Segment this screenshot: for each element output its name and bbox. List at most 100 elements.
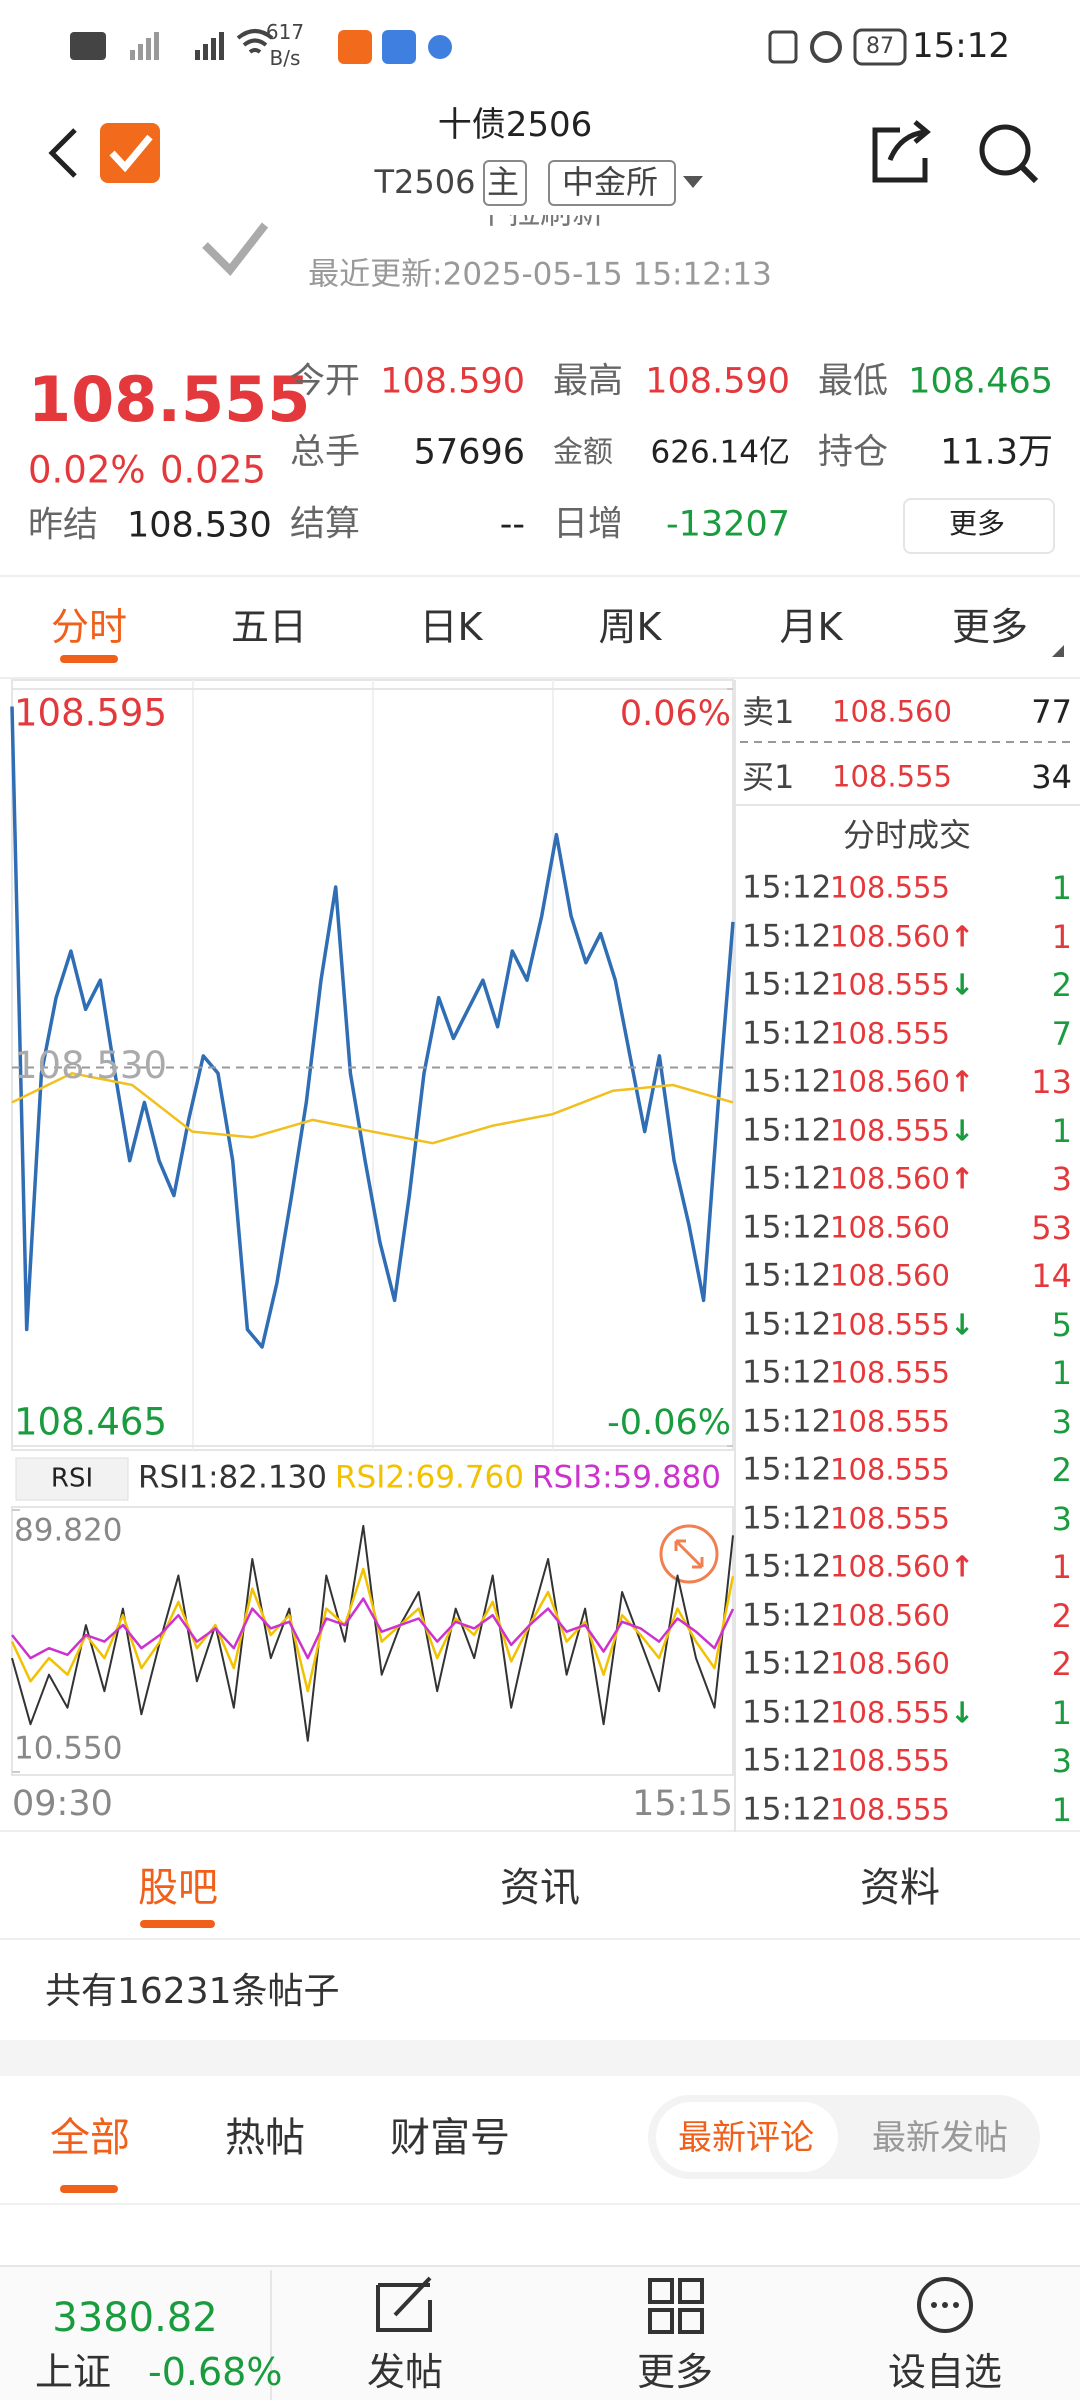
trade-price: 108.560 — [830, 1064, 950, 1099]
divider — [270, 2270, 272, 2400]
chart-tab[interactable]: 分时 — [50, 605, 128, 649]
filter-tab[interactable]: 热帖 — [225, 2115, 305, 2161]
book-price: 108.560 — [832, 694, 952, 729]
battery-icon — [853, 28, 907, 66]
watch-icon[interactable] — [917, 2277, 973, 2333]
last-price: 108.555 — [28, 363, 311, 436]
hd-icon — [70, 32, 106, 60]
exchange[interactable]: 中金所 — [561, 163, 659, 201]
chart-tab[interactable]: 更多 — [951, 605, 1029, 649]
y2-tick-label: 0.06% — [620, 694, 731, 734]
field-label: 昨结 — [28, 505, 99, 546]
tab-more-arrow — [1052, 645, 1064, 657]
trade-arrow: ↓ — [950, 967, 975, 1002]
change: 0.025 — [160, 448, 266, 492]
sort-active — [656, 2102, 838, 2172]
trade-volume: 1 — [1051, 1111, 1072, 1150]
trade-volume: 14 — [1031, 1257, 1072, 1295]
bottom-button[interactable]: 设自选 — [887, 2350, 1003, 2394]
app-logo-check — [109, 134, 153, 173]
chart-tab[interactable]: 五日 — [230, 605, 308, 649]
trade-time: 15:12 — [742, 1645, 832, 1682]
trade-time: 15:12 — [742, 1209, 832, 1245]
back-button[interactable] — [48, 128, 77, 178]
search-button[interactable] — [979, 124, 1031, 176]
trade-volume: 3 — [1051, 1499, 1072, 1538]
expand-button[interactable] — [674, 1539, 704, 1569]
trade-time: 15:12 — [742, 1548, 832, 1585]
y2-tick-label: -0.06% — [607, 1403, 731, 1443]
post-icon[interactable] — [376, 2276, 432, 2332]
trade-volume: 53 — [1031, 1208, 1072, 1247]
trade-arrow: ↓ — [950, 1307, 975, 1341]
filter-tab[interactable]: 财富号 — [390, 2115, 510, 2161]
nfc-icon — [768, 30, 798, 64]
section-tab[interactable]: 资料 — [860, 1865, 940, 1911]
trade-volume: 7 — [1051, 1014, 1072, 1053]
series-line — [10, 1567, 735, 1693]
chart-tab[interactable]: 日K — [419, 605, 483, 649]
book-side: 买1 — [742, 758, 795, 796]
trade-price: 108.555 — [830, 1501, 950, 1535]
trade-time: 15:12 — [742, 918, 832, 954]
signal-icon — [195, 32, 224, 60]
dropdown-arrow[interactable] — [683, 176, 703, 188]
bottom-button[interactable]: 更多 — [636, 2350, 714, 2394]
field-value: 626.14亿 — [650, 434, 790, 471]
field-value: 108.590 — [645, 361, 790, 402]
rsi-frame — [11, 1506, 734, 1776]
section-tab[interactable]: 股吧 — [138, 1865, 218, 1911]
trade-price: 108.555 — [830, 1307, 950, 1341]
trade-time: 15:12 — [742, 1112, 832, 1148]
trade-volume: 1 — [1051, 1790, 1072, 1829]
trade-volume: 2 — [1051, 1451, 1072, 1489]
trade-volume: 2 — [1051, 1645, 1072, 1683]
trade-time: 15:12 — [742, 1063, 832, 1100]
section-tab[interactable]: 资讯 — [500, 1865, 580, 1911]
series-line — [11, 1597, 735, 1660]
rsi-label-box — [15, 1457, 129, 1501]
search-button[interactable] — [1019, 164, 1039, 184]
field-value: 108.590 — [380, 361, 525, 402]
sort-option[interactable]: 最新发帖 — [872, 2118, 1008, 2158]
stock-code: T2506 — [374, 163, 476, 201]
gap-band — [0, 2040, 1080, 2076]
more-button[interactable] — [903, 498, 1055, 554]
trade-price: 108.555 — [830, 1016, 950, 1050]
y-tick-label: 108.465 — [14, 1401, 167, 1444]
index-change: -0.68% — [148, 2350, 283, 2394]
chart-tab[interactable]: 周K — [598, 605, 662, 649]
trade-time: 15:12 — [742, 1015, 832, 1051]
field-value: 108.530 — [127, 505, 272, 546]
trades-title: 分时成交 — [842, 816, 972, 854]
trade-volume: 3 — [1051, 1402, 1072, 1441]
field-value: -13207 — [666, 504, 790, 545]
trade-arrow: ↑ — [950, 1549, 975, 1584]
trade-arrow: ↑ — [950, 1161, 975, 1196]
chart-tab[interactable]: 月K — [779, 605, 843, 649]
trade-time: 15:12 — [742, 1306, 832, 1342]
app-icon — [338, 30, 372, 64]
divider — [0, 1830, 1080, 1832]
trade-time: 15:12 — [742, 1791, 832, 1827]
trade-time: 15:12 — [742, 1160, 832, 1197]
expand-button[interactable] — [659, 1524, 719, 1584]
exchange-box — [548, 160, 676, 206]
more-icon[interactable] — [648, 2278, 704, 2334]
field-value: 57696 — [413, 432, 525, 473]
book-volume: 77 — [1031, 693, 1072, 731]
trade-arrow: ↓ — [950, 1113, 975, 1147]
trade-price: 108.555 — [830, 1695, 950, 1729]
y-tick-label: 108.595 — [14, 692, 167, 735]
index-value: 3380.82 — [52, 2295, 218, 2341]
series-line — [11, 1524, 734, 1742]
watch-icon[interactable] — [931, 2302, 959, 2308]
more-button-label[interactable]: 更多 — [948, 507, 1006, 540]
filter-tab[interactable]: 全部 — [50, 2115, 130, 2161]
x-tick-label: 09:30 — [12, 1784, 113, 1824]
share-button[interactable] — [872, 120, 931, 183]
trade-price: 108.555 — [830, 870, 950, 905]
sort-option[interactable]: 最新评论 — [678, 2118, 814, 2158]
trade-time: 15:12 — [742, 1354, 832, 1391]
bottom-button[interactable]: 发帖 — [366, 2350, 444, 2394]
